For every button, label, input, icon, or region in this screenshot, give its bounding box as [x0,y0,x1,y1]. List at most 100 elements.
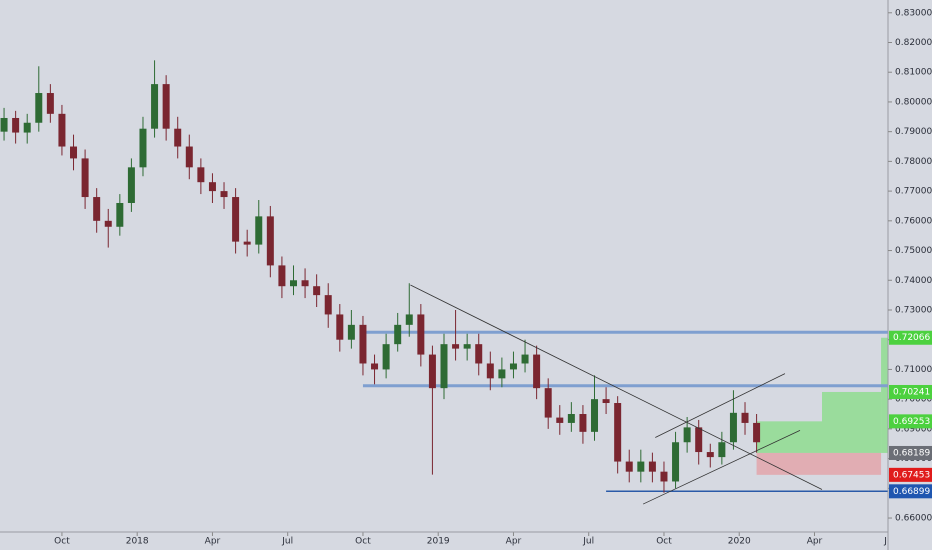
candle-body [336,314,344,340]
candle-body [81,158,89,198]
candle-body [417,314,425,355]
position-zone [822,391,882,453]
trend-line [410,284,823,490]
price-tag-label: 0.70241 [893,387,930,397]
candle-body [127,167,135,203]
candle-body [591,399,599,432]
candle-body [104,220,112,227]
price-tag-label: 0.72066 [893,333,930,343]
candle-body [197,167,205,183]
candle-body [452,344,460,349]
position-zone [881,337,888,453]
candle-body [614,403,622,462]
x-tick-label: 2019 [427,537,450,547]
y-tick-label: 0.79000 [895,127,932,137]
x-tick-label: Jul [582,537,594,547]
candle-body [753,422,761,443]
trend-line [642,429,801,505]
candle-body [729,412,737,443]
y-tick-label: 0.69000 [895,424,932,434]
price-tag-label: 0.67453 [893,470,930,480]
candle-body [382,344,390,370]
y-tick-label: 0.77000 [895,187,932,197]
candle-body [405,314,413,325]
candle-body [70,146,78,159]
x-tick-label: Jul [281,537,293,547]
candle-body [278,265,286,287]
candle-body [579,414,587,432]
position-zone [756,452,882,475]
candle-body [220,191,228,198]
price-tag [889,384,932,399]
candle-body [0,117,8,132]
candle-body [371,363,379,370]
x-tick-label: 2018 [126,537,149,547]
candle-body [521,354,529,364]
candle-body [683,427,691,443]
x-tick-label: Oct [355,537,371,547]
x-tick-label: Apr [807,537,823,547]
y-tick-label: 0.74000 [895,276,932,286]
candle-body [266,216,274,266]
price-tag [889,484,932,499]
candle-body [359,324,367,364]
candle-body [394,324,402,345]
x-tick-label: Apr [205,537,221,547]
candle-body [695,427,703,453]
candle-body [324,295,332,315]
position-zone [756,421,823,453]
candle-body [475,344,483,364]
x-tick-label: 2020 [728,537,751,547]
candle-body [602,399,610,404]
candle-body [706,452,714,458]
candle-body [232,197,240,242]
candle-body [313,286,321,296]
price-tag [889,414,932,429]
candle-body [139,128,147,168]
candle-body [440,344,448,389]
y-tick-label: 0.81000 [895,68,932,78]
candle-body [255,216,263,245]
candle-body [151,84,159,129]
candle-body [162,84,170,129]
candle-body [660,471,668,482]
price-tag [889,467,932,482]
candle-body [301,280,309,287]
x-tick-label: Oct [656,537,672,547]
candle-body [174,128,182,147]
candle-body [35,93,43,123]
y-tick-label: 0.71000 [895,365,932,375]
candle-body [544,388,552,418]
price-tag [889,330,932,345]
candle-body [208,182,216,192]
candle-body [463,344,471,349]
y-tick-label: 0.73000 [895,305,932,315]
candle-body [741,412,749,423]
x-tick-label: Oct [54,537,70,547]
candle-body [23,122,31,133]
y-tick-label: 0.70000 [895,395,932,405]
candle-body [428,354,436,389]
candle-body [625,461,633,472]
candle-body [116,202,124,227]
y-tick-label: 0.75000 [895,246,932,256]
candle-body [498,369,506,379]
candle-body [509,363,517,370]
candle-body [486,363,494,379]
candle-body [289,280,297,287]
candle-body [12,117,20,133]
price-tag-label: 0.69253 [893,417,930,427]
price-tag-label: 0.66899 [893,487,930,497]
price-tag-label: 0.68189 [893,448,930,458]
candle-body [556,417,564,423]
y-tick-label: 0.76000 [895,216,932,226]
candle-body [93,197,101,221]
y-tick-label: 0.66000 [895,514,932,524]
y-tick-label: 0.82000 [895,38,932,48]
candle-body [533,354,541,389]
candle-body [567,414,575,423]
trend-line [655,373,786,438]
y-tick-label: 0.83000 [895,8,932,18]
candle-body [637,461,645,472]
